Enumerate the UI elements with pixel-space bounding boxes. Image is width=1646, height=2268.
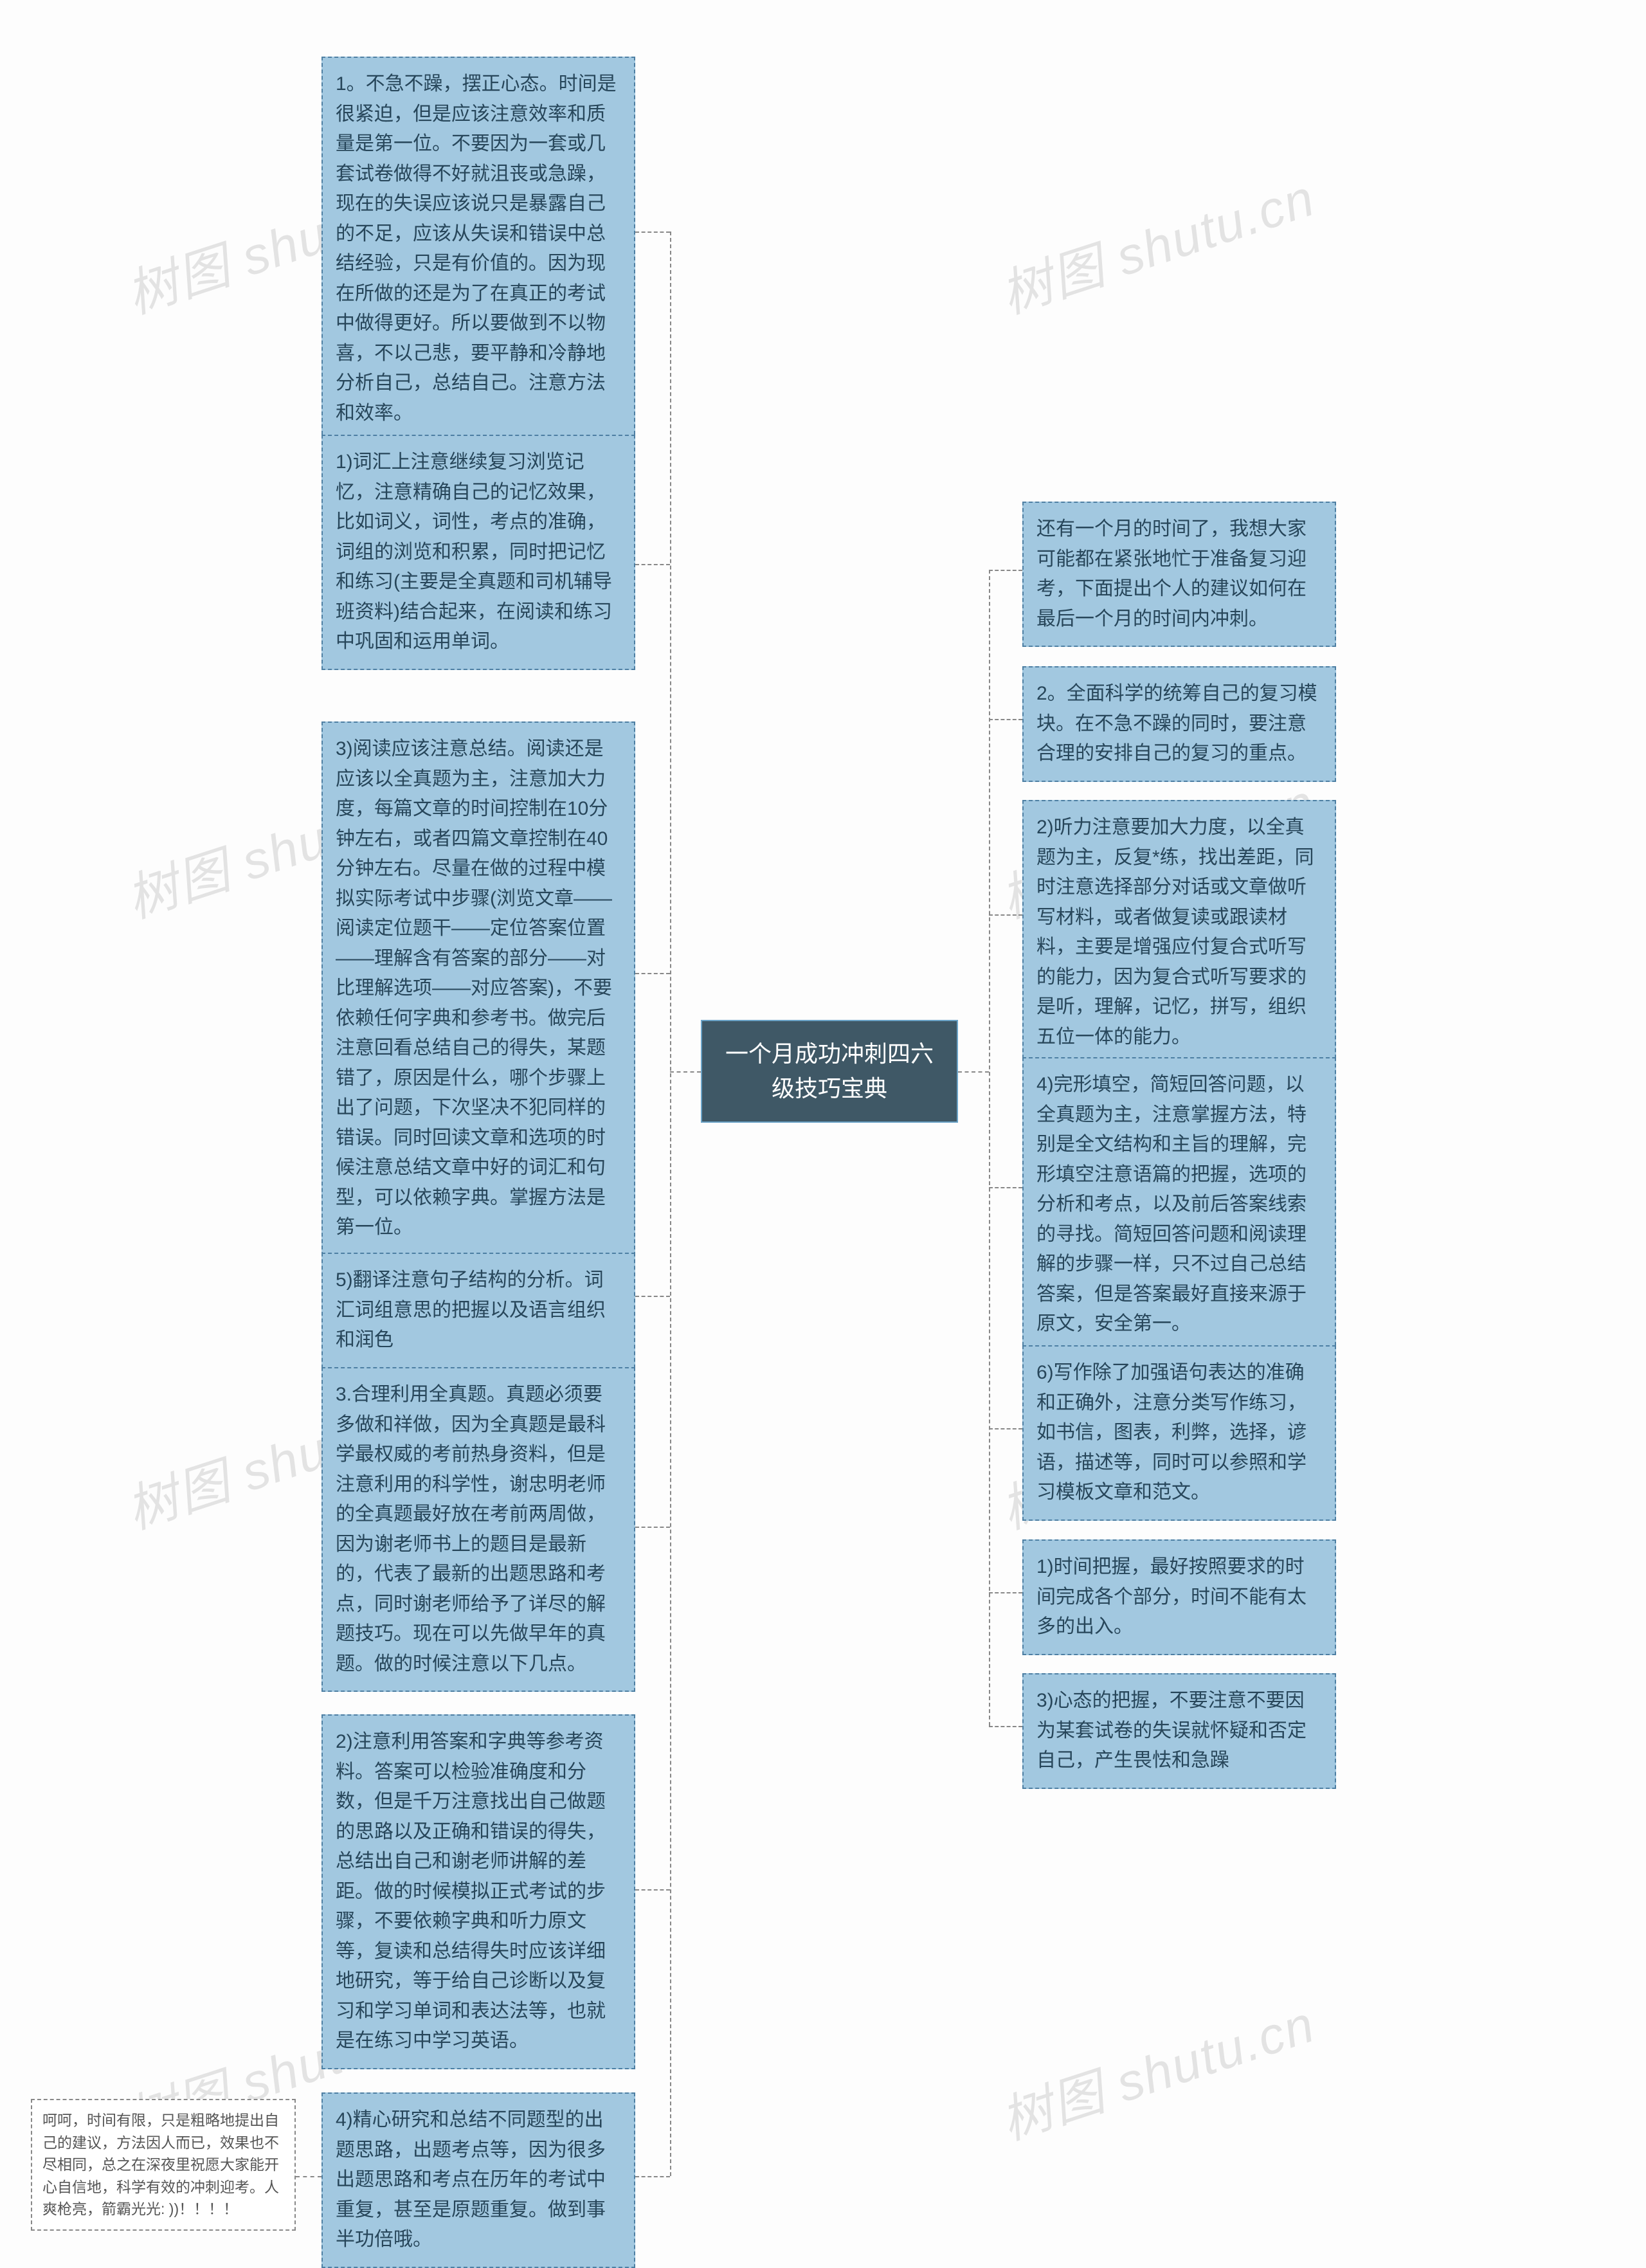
connector-branch bbox=[635, 1527, 670, 1528]
connector-branch bbox=[635, 231, 670, 233]
connector-spine-left bbox=[670, 231, 671, 2176]
mindmap-canvas: { "diagram": { "type": "mindmap", "backg… bbox=[0, 0, 1646, 2263]
connector-branch bbox=[989, 1726, 1022, 1727]
right-node: 2。全面科学的统筹自己的复习模块。在不急不躁的同时，要注意合理的安排自己的复习的… bbox=[1022, 666, 1336, 782]
connector-branch bbox=[635, 973, 670, 974]
watermark: 树图 shutu.cn bbox=[990, 156, 1323, 328]
connector-branch bbox=[635, 1889, 670, 1891]
left-node: 2)注意利用答案和字典等参考资料。答案可以检验准确度和分数，但是千万注意找出自己… bbox=[321, 1714, 635, 2069]
connector-branch bbox=[989, 1428, 1022, 1429]
right-node: 1)时间把握，最好按照要求的时间完成各个部分，时间不能有太多的出入。 bbox=[1022, 1539, 1336, 1655]
connector-branch bbox=[989, 719, 1022, 720]
center-node: 一个月成功冲刺四六 级技巧宝典 bbox=[701, 1020, 958, 1123]
left-node: 3)阅读应该注意总结。阅读还是应该以全真题为主，注意加大力度，每篇文章的时间控制… bbox=[321, 721, 635, 1256]
right-node: 还有一个月的时间了，我想大家可能都在紧张地忙于准备复习迎考，下面提出个人的建议如… bbox=[1022, 502, 1336, 647]
connector-branch bbox=[635, 2176, 670, 2177]
leaf-node: 呵呵，时间有限，只是粗略地提出自己的建议，方法因人而已，效果也不尽相同，总之在深… bbox=[31, 2099, 296, 2231]
connector-branch bbox=[635, 564, 670, 565]
left-node: 5)翻译注意句子结构的分析。词汇词组意思的把握以及语言组织和润色 bbox=[321, 1253, 635, 1368]
right-node: 4)完形填空，简短回答问题，以全真题为主，注意掌握方法，特别是全文结构和主旨的理… bbox=[1022, 1057, 1336, 1352]
left-node: 1。不急不躁，摆正心态。时间是很紧迫，但是应该注意效率和质量是第一位。不要因为一… bbox=[321, 57, 635, 441]
left-node: 3.合理利用全真题。真题必须要多做和祥做，因为全真题是最科学最权威的考前热身资料… bbox=[321, 1367, 635, 1692]
watermark: 树图 shutu.cn bbox=[990, 1982, 1323, 2154]
right-node: 3)心态的把握，不要注意不要因为某套试卷的失误就怀疑和否定自己，产生畏怯和急躁 bbox=[1022, 1673, 1336, 1789]
left-node: 4)精心研究和总结不同题型的出题思路，出题考点等，因为很多出题思路和考点在历年的… bbox=[321, 2092, 635, 2268]
connector-branch bbox=[635, 1296, 670, 1297]
connector-branch bbox=[989, 1592, 1022, 1593]
right-node: 2)听力注意要加大力度，以全真题为主，反复*练，找出差距，同时注意选择部分对话或… bbox=[1022, 800, 1336, 1065]
connector-leaf bbox=[296, 2176, 321, 2177]
right-node: 6)写作除了加强语句表达的准确和正确外，注意分类写作练习，如书信，图表，利弊，选… bbox=[1022, 1345, 1336, 1521]
connector-center-right bbox=[958, 1071, 989, 1073]
left-node: 1)词汇上注意继续复习浏览记忆，注意精确自己的记忆效果，比如词义，词性，考点的准… bbox=[321, 435, 635, 670]
connector-branch bbox=[989, 1187, 1022, 1188]
connector-branch bbox=[989, 570, 1022, 571]
connector-center-left bbox=[670, 1071, 701, 1073]
connector-spine-right bbox=[989, 570, 990, 1726]
connector-branch bbox=[989, 914, 1022, 916]
